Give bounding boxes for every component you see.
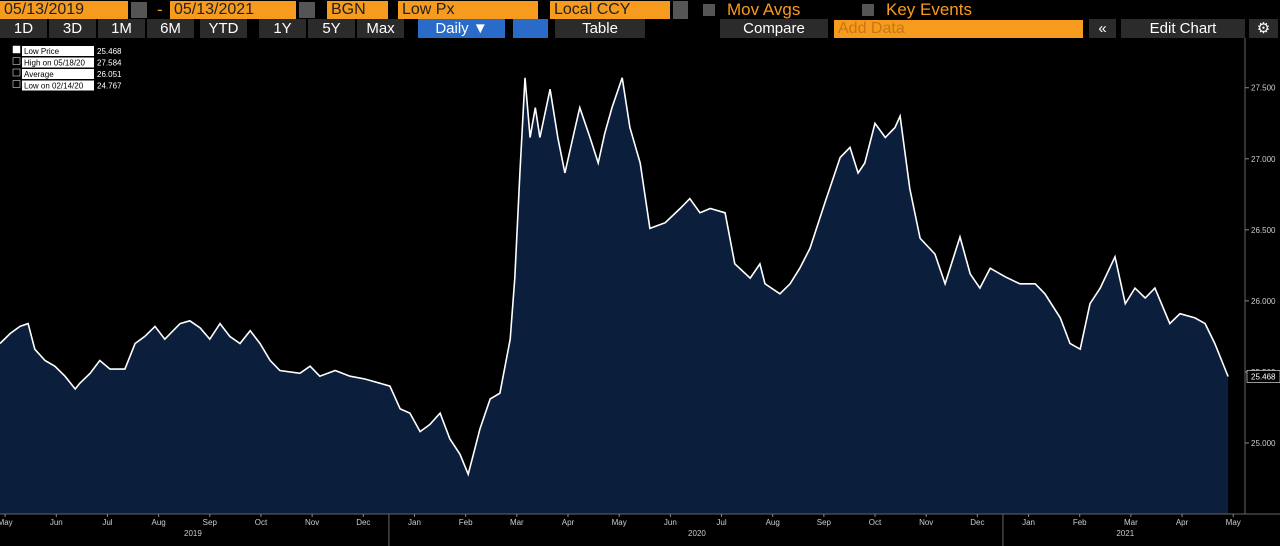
x-tick-label: Dec bbox=[356, 518, 370, 527]
chart: 25.00025.50026.00026.50027.00027.50025.4… bbox=[0, 38, 1280, 546]
range-button[interactable]: Max bbox=[357, 19, 404, 38]
legend-swatch bbox=[12, 68, 21, 77]
field-select[interactable]: Low Px bbox=[398, 1, 538, 19]
date-dash: - bbox=[157, 0, 163, 19]
legend-label-bg bbox=[22, 80, 94, 91]
calendar-icon[interactable] bbox=[299, 2, 315, 18]
dropdown-arrow[interactable] bbox=[673, 1, 688, 19]
y-tick-label: 25.000 bbox=[1251, 439, 1276, 448]
source-field[interactable]: BGN bbox=[327, 1, 388, 19]
range-button[interactable]: 1D bbox=[0, 19, 47, 38]
legend-label-bg bbox=[22, 57, 94, 68]
x-tick-label: Jan bbox=[408, 518, 421, 527]
range-button[interactable]: 6M bbox=[147, 19, 194, 38]
range-button[interactable]: 3D bbox=[49, 19, 96, 38]
y-tick-label: 27.500 bbox=[1251, 84, 1276, 93]
legend-swatch bbox=[12, 57, 21, 65]
x-tick-label: Apr bbox=[1176, 518, 1189, 527]
x-tick-label: Sep bbox=[817, 518, 832, 527]
x-tick-label: Jun bbox=[50, 518, 63, 527]
calendar-icon[interactable] bbox=[131, 2, 147, 18]
range-button[interactable]: 1Y bbox=[259, 19, 306, 38]
settings-button[interactable]: ⚙ bbox=[1249, 19, 1278, 38]
x-tick-label: Sep bbox=[203, 518, 218, 527]
legend-swatch bbox=[12, 80, 21, 88]
x-tick-label: Jan bbox=[1022, 518, 1035, 527]
legend-value: 25.468 bbox=[97, 47, 122, 56]
x-tick-label: Apr bbox=[562, 518, 575, 527]
x-tick-label: Aug bbox=[152, 518, 166, 527]
y-tick-label: 26.500 bbox=[1251, 226, 1276, 235]
table-button[interactable]: Table bbox=[555, 19, 645, 38]
legend-label-bg bbox=[22, 46, 94, 56]
x-tick-label: Jun bbox=[664, 518, 677, 527]
key-events: Key Events bbox=[886, 0, 972, 19]
currency-select[interactable]: Local CCY bbox=[550, 1, 670, 19]
legend-value: 24.767 bbox=[97, 82, 122, 91]
x-tick-label: May bbox=[612, 518, 627, 527]
legend-swatch bbox=[12, 45, 21, 54]
year-label: 2020 bbox=[688, 529, 706, 538]
legend-label: High on 05/18/20 bbox=[24, 59, 85, 68]
x-tick-label: Mar bbox=[510, 518, 524, 527]
period-select[interactable]: Daily ▼ bbox=[418, 19, 505, 38]
legend-label: Low on 02/14/20 bbox=[24, 82, 84, 91]
x-tick-label: May bbox=[1226, 518, 1241, 527]
collapse-button[interactable]: « bbox=[1089, 19, 1116, 38]
area bbox=[0, 77, 1229, 515]
legend-label-bg bbox=[22, 69, 94, 79]
y-tick-label: 26.000 bbox=[1251, 297, 1276, 306]
checkbox[interactable] bbox=[862, 4, 874, 16]
mov-avgs: Mov Avgs bbox=[727, 0, 801, 19]
checkbox[interactable] bbox=[703, 4, 715, 16]
chart-type-button[interactable] bbox=[513, 19, 548, 38]
last-value-label: 25.468 bbox=[1251, 372, 1276, 381]
y-tick-label: 27.000 bbox=[1251, 155, 1276, 164]
edit-chart-button[interactable]: Edit Chart bbox=[1121, 19, 1245, 38]
year-label: 2019 bbox=[184, 529, 202, 538]
add-data-field[interactable]: Add Data bbox=[834, 20, 1083, 38]
x-tick-label: Oct bbox=[255, 518, 268, 527]
range-button[interactable]: 1M bbox=[98, 19, 145, 38]
legend-label: Average bbox=[24, 70, 54, 79]
last-value-tag bbox=[1246, 370, 1280, 383]
x-tick-label: Feb bbox=[1073, 518, 1087, 527]
x-tick-label: May bbox=[0, 518, 13, 527]
start-date[interactable]: 05/13/2019 bbox=[0, 1, 128, 19]
range-button[interactable]: 5Y bbox=[308, 19, 355, 38]
x-tick-label: Mar bbox=[1124, 518, 1138, 527]
line bbox=[0, 77, 1229, 477]
compare-button[interactable]: Compare bbox=[720, 19, 828, 38]
x-tick-label: Jul bbox=[102, 518, 112, 527]
legend-label: Low Price bbox=[24, 47, 60, 56]
x-tick-label: Nov bbox=[305, 518, 319, 527]
end-date[interactable]: 05/13/2021 bbox=[170, 1, 296, 19]
x-tick-label: Oct bbox=[869, 518, 882, 527]
x-tick-label: Feb bbox=[459, 518, 473, 527]
legend-value: 27.584 bbox=[97, 59, 122, 68]
legend-value: 26.051 bbox=[97, 70, 122, 79]
x-tick-label: Nov bbox=[919, 518, 933, 527]
x-tick-label: Aug bbox=[766, 518, 780, 527]
year-label: 2021 bbox=[1116, 529, 1134, 538]
x-tick-label: Dec bbox=[970, 518, 984, 527]
range-button[interactable]: YTD bbox=[200, 19, 247, 38]
x-tick-label: Jul bbox=[716, 518, 726, 527]
